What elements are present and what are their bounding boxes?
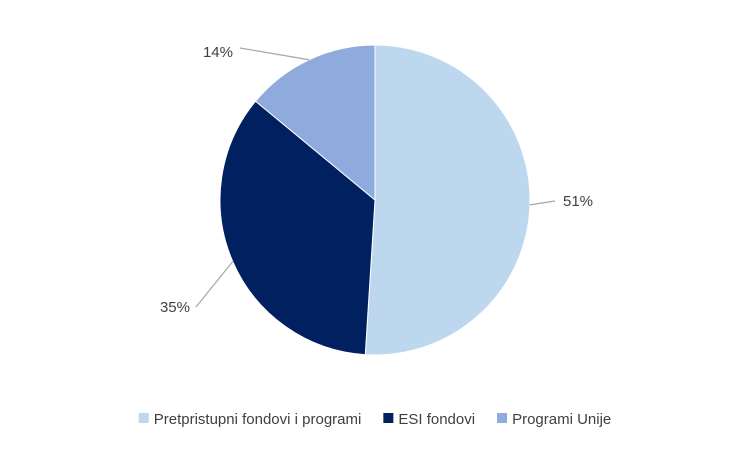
pie-slice-2 [219,100,376,356]
legend-label-3: Programi Unije [512,411,611,428]
legend: Pretpristupni fondovi i programi ESI fond… [138,411,611,428]
pie-slice-1 [364,44,531,356]
legend-swatch-2 [383,413,394,423]
pie-slices [219,44,531,356]
legend-swatch-3 [497,413,508,423]
data-labels: 51% 35% 14% [160,44,593,316]
legend-label-1: Pretpristupni fondovi i programi [154,411,362,428]
data-label-2: 35% [160,299,190,316]
legend-label-2: ESI fondovi [398,411,475,428]
data-label-1: 51% [563,193,593,210]
leader-line-2 [195,261,234,308]
data-label-3: 14% [203,44,233,61]
leader-line-1 [529,200,556,206]
legend-swatch-1 [138,413,149,423]
leader-lines [195,47,556,308]
leader-line-3 [239,47,310,61]
